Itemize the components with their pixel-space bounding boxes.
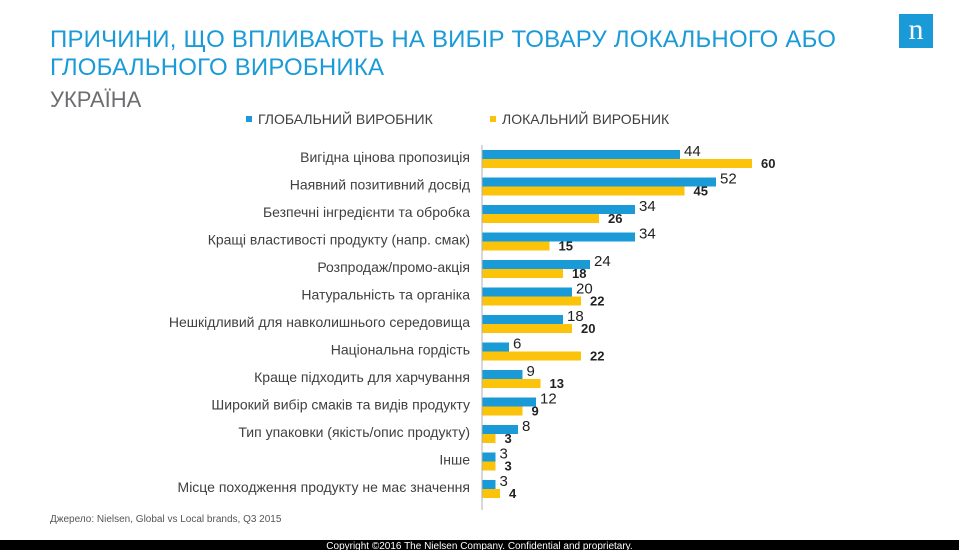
bar-global bbox=[482, 315, 563, 324]
bar-global bbox=[482, 480, 496, 489]
data-label-local: 4 bbox=[509, 486, 517, 501]
copyright-footer: Copyright ©2016 The Nielsen Company. Con… bbox=[0, 540, 959, 550]
bar-local bbox=[482, 351, 581, 361]
data-label-global: 12 bbox=[540, 391, 557, 408]
data-label-global: 52 bbox=[720, 171, 737, 188]
bar-local bbox=[482, 406, 523, 416]
bar-local bbox=[482, 186, 685, 196]
data-label-global: 3 bbox=[500, 473, 508, 490]
bar-local bbox=[482, 296, 581, 306]
bar-global bbox=[482, 205, 635, 214]
bar-global bbox=[482, 342, 509, 352]
category-label: Національна гордість bbox=[331, 342, 470, 358]
bar-local bbox=[482, 159, 752, 168]
data-label-local: 22 bbox=[590, 294, 604, 309]
bar-global bbox=[482, 287, 572, 297]
bar-global bbox=[482, 370, 523, 379]
data-label-local: 3 bbox=[505, 459, 512, 474]
data-label-local: 20 bbox=[581, 321, 595, 336]
legend-swatch-global bbox=[246, 116, 252, 122]
data-label-global: 44 bbox=[684, 143, 701, 160]
data-label-local: 60 bbox=[761, 156, 775, 171]
chart-title: ПРИЧИНИ, ЩО ВПЛИВАЮТЬ НА ВИБІР ТОВАРУ ЛО… bbox=[50, 26, 837, 81]
category-label: Тип упаковки (якість/опис продукту) bbox=[238, 424, 470, 440]
nielsen-logo-icon: n bbox=[899, 14, 933, 48]
category-label: Наявний позитивний досвід bbox=[290, 177, 470, 193]
data-label-global: 34 bbox=[639, 226, 656, 243]
bar-global bbox=[482, 177, 716, 187]
bar-local bbox=[482, 379, 541, 388]
source-note: Джерело: Nielsen, Global vs Local brands… bbox=[50, 514, 282, 525]
data-label-local: 9 bbox=[532, 404, 539, 419]
category-label: Розпродаж/промо-акція bbox=[317, 259, 470, 275]
legend-item-local: ЛОКАЛЬНИЙ ВИРОБНИК bbox=[490, 111, 669, 127]
bar-local bbox=[482, 461, 496, 471]
chart-subtitle: УКРАЇНА bbox=[50, 87, 142, 112]
data-label-global: 24 bbox=[594, 253, 611, 270]
category-label: Вигідна цінова пропозиція bbox=[300, 149, 470, 165]
category-label: Кращі властивості продукту (напр. смак) bbox=[208, 232, 470, 248]
legend-label-global: ГЛОБАЛЬНИЙ ВИРОБНИК bbox=[258, 111, 433, 127]
data-label-global: 3 bbox=[500, 446, 508, 463]
bar-local bbox=[482, 324, 572, 333]
bar-local bbox=[482, 489, 500, 498]
data-label-local: 26 bbox=[608, 211, 622, 226]
data-label-global: 20 bbox=[576, 281, 593, 298]
bar-local bbox=[482, 434, 496, 443]
bar-local bbox=[482, 269, 563, 278]
category-label: Широкий вибір смаків та видів продукту bbox=[211, 397, 470, 413]
data-label-local: 15 bbox=[559, 239, 573, 254]
bar-local bbox=[482, 241, 550, 251]
data-label-local: 3 bbox=[505, 431, 512, 446]
bar-global bbox=[482, 397, 536, 407]
data-label-local: 13 bbox=[550, 376, 564, 391]
bar-global bbox=[482, 425, 518, 434]
category-label: Місце походження продукту не має значенн… bbox=[178, 479, 470, 495]
data-label-global: 18 bbox=[567, 308, 584, 325]
bar-global bbox=[482, 150, 680, 159]
bar-global bbox=[482, 452, 496, 462]
bar-global bbox=[482, 260, 590, 269]
bar-global bbox=[482, 232, 635, 242]
legend-swatch-local bbox=[490, 116, 496, 122]
category-label: Інше bbox=[439, 452, 470, 468]
data-label-global: 8 bbox=[522, 418, 530, 435]
category-label: Нешкідливий для навколишнього середовища bbox=[169, 314, 470, 330]
data-label-global: 6 bbox=[513, 336, 521, 353]
category-label: Безпечні інгредієнти та обробка bbox=[263, 204, 470, 220]
category-label: Краще підходить для харчування bbox=[254, 369, 470, 385]
data-label-global: 34 bbox=[639, 198, 656, 215]
data-label-global: 9 bbox=[527, 363, 535, 380]
legend-label-local: ЛОКАЛЬНИЙ ВИРОБНИК bbox=[502, 111, 670, 127]
data-label-local: 45 bbox=[694, 184, 708, 199]
bar-local bbox=[482, 214, 599, 223]
legend: ГЛОБАЛЬНИЙ ВИРОБНИК ЛОКАЛЬНИЙ ВИРОБНИК bbox=[0, 111, 959, 129]
category-label: Натуральність та органіка bbox=[301, 287, 470, 303]
data-label-local: 18 bbox=[572, 266, 586, 281]
data-label-local: 22 bbox=[590, 349, 604, 364]
legend-item-global: ГЛОБАЛЬНИЙ ВИРОБНИК bbox=[246, 111, 433, 127]
